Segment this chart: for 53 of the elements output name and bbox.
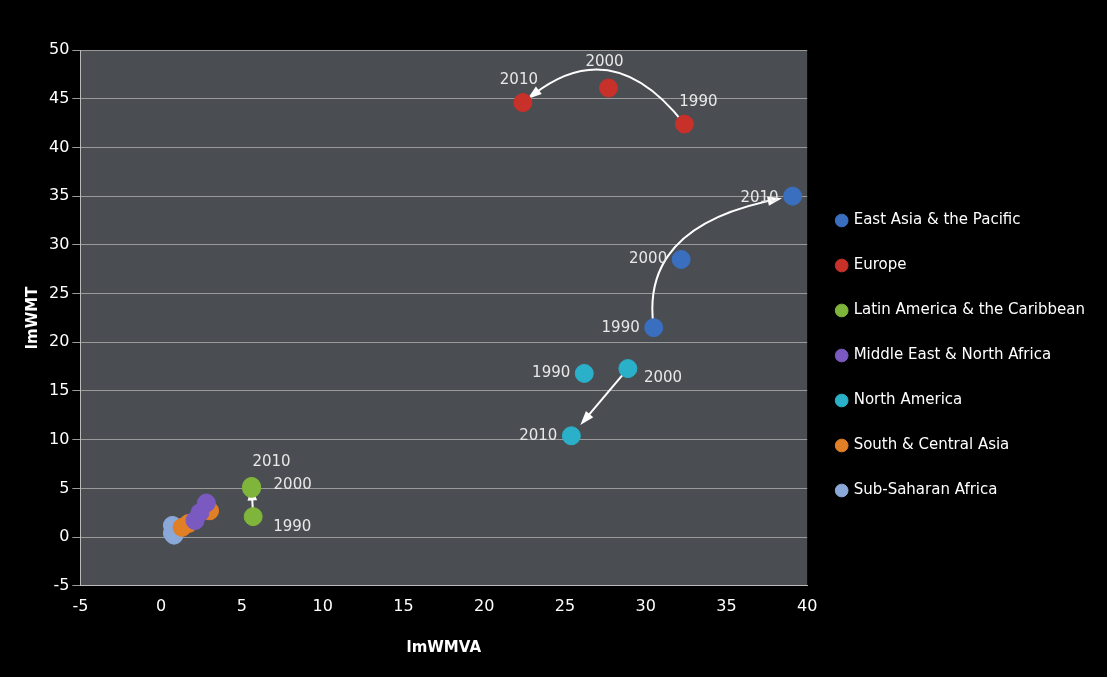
- point: [513, 93, 533, 113]
- x-tick-label: -5: [72, 595, 89, 615]
- point: [561, 426, 581, 446]
- legend-label: Europe: [853, 255, 907, 274]
- annotation: 2000: [273, 475, 312, 494]
- annotation: 1990: [273, 516, 312, 535]
- x-tick-label: 0: [156, 595, 167, 615]
- annotation: 1990: [601, 317, 640, 336]
- y-tick-label: -5: [53, 574, 70, 594]
- point: [574, 363, 594, 383]
- y-tick-label: 50: [49, 39, 70, 59]
- annotation: 2000: [585, 51, 624, 70]
- y-tick-label: 10: [49, 428, 70, 448]
- point: [671, 249, 691, 269]
- y-tick-label: 35: [49, 185, 70, 205]
- annotation: 2010: [252, 452, 291, 471]
- point: [644, 318, 664, 338]
- y-tick-label: 5: [59, 477, 70, 497]
- point: [599, 78, 618, 98]
- y-tick-label: 45: [49, 87, 70, 107]
- annotation: 2000: [643, 368, 683, 387]
- y-tick-label: 25: [49, 282, 70, 302]
- point: [243, 507, 263, 527]
- x-tick-label: 20: [473, 595, 495, 615]
- point: [674, 114, 694, 134]
- point: [196, 493, 216, 513]
- legend-label: Latin America & the Caribbean: [853, 300, 1086, 319]
- legend-label: Middle East & North Africa: [853, 345, 1052, 364]
- annotation: 1990: [532, 363, 571, 382]
- legend-label: North America: [853, 390, 963, 409]
- x-tick-label: 5: [236, 595, 247, 615]
- legend-label: East Asia & the Pacific: [853, 210, 1021, 229]
- point: [618, 359, 638, 379]
- annotation: 2010: [519, 425, 558, 444]
- annotation: 1990: [679, 91, 718, 110]
- x-tick-label: 10: [312, 595, 333, 615]
- annotation: 2000: [629, 249, 668, 268]
- x-tick-label: 40: [796, 595, 818, 615]
- x-tick-label: 15: [393, 595, 414, 615]
- y-tick-label: 20: [49, 331, 70, 351]
- x-axis-title: lmWMVA: [406, 637, 482, 656]
- x-tick-label: 30: [635, 595, 656, 615]
- y-axis-title: lmWMT: [22, 285, 41, 350]
- y-tick-label: 15: [49, 380, 70, 400]
- legend-label: South & Central Asia: [853, 435, 1010, 454]
- x-tick-label: 35: [716, 595, 737, 615]
- legend-label: Sub-Saharan Africa: [853, 480, 998, 499]
- point: [783, 186, 803, 206]
- y-tick-label: 30: [49, 233, 70, 253]
- y-tick-label: 0: [59, 526, 70, 546]
- y-tick-label: 40: [49, 136, 70, 156]
- x-tick-label: 25: [554, 595, 576, 615]
- annotation: 2010: [499, 70, 538, 89]
